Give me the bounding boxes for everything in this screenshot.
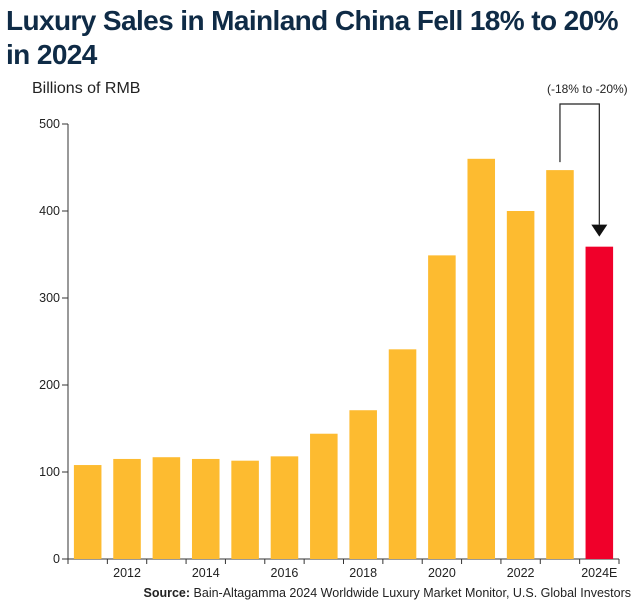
x-tick-label-2014: 2014 — [192, 566, 220, 580]
bar-2017 — [310, 433, 338, 559]
y-tick-label: 500 — [39, 117, 60, 131]
annotation-label: (-18% to -20%) — [547, 82, 628, 96]
annotation-arrowhead — [591, 224, 608, 237]
bar-2014 — [191, 458, 220, 559]
chart-title: Luxury Sales in Mainland China Fell 18% … — [6, 5, 619, 70]
y-tick-label: 0 — [53, 552, 60, 566]
bar-2018 — [349, 410, 377, 559]
source-label: Source: — [143, 586, 191, 600]
bar-2011 — [73, 465, 102, 559]
y-tick-label: 300 — [39, 291, 60, 305]
bar-2023 — [546, 170, 574, 560]
x-tick-label-2018: 2018 — [349, 566, 377, 580]
bar-2020 — [428, 255, 456, 559]
source-text: Bain-Altagamma 2024 Worldwide Luxury Mar… — [193, 586, 631, 600]
bar-2012 — [113, 458, 141, 559]
annotation-bracket — [559, 103, 600, 225]
y-axis-unit-label: Billions of RMB — [32, 80, 141, 97]
x-tick-label-2022: 2022 — [507, 566, 535, 580]
bar-2016 — [270, 456, 299, 559]
bar-2022 — [506, 211, 535, 559]
x-tick-label-2012: 2012 — [113, 566, 141, 580]
source-note: Source: Bain-Altagamma 2024 Worldwide Lu… — [144, 586, 632, 600]
y-tick-label: 400 — [39, 204, 60, 218]
y-tick-label: 200 — [39, 378, 60, 392]
bar-2021 — [467, 158, 496, 560]
bar-2013 — [152, 457, 181, 559]
x-tick-label-2024E: 2024E — [581, 566, 617, 580]
x-tick-label-2020: 2020 — [428, 566, 456, 580]
bar-2024E — [585, 246, 614, 560]
bar-2019 — [388, 349, 417, 559]
x-tick-label-2016: 2016 — [271, 566, 299, 580]
y-tick-label: 100 — [39, 465, 60, 479]
bar-2015 — [231, 460, 259, 559]
